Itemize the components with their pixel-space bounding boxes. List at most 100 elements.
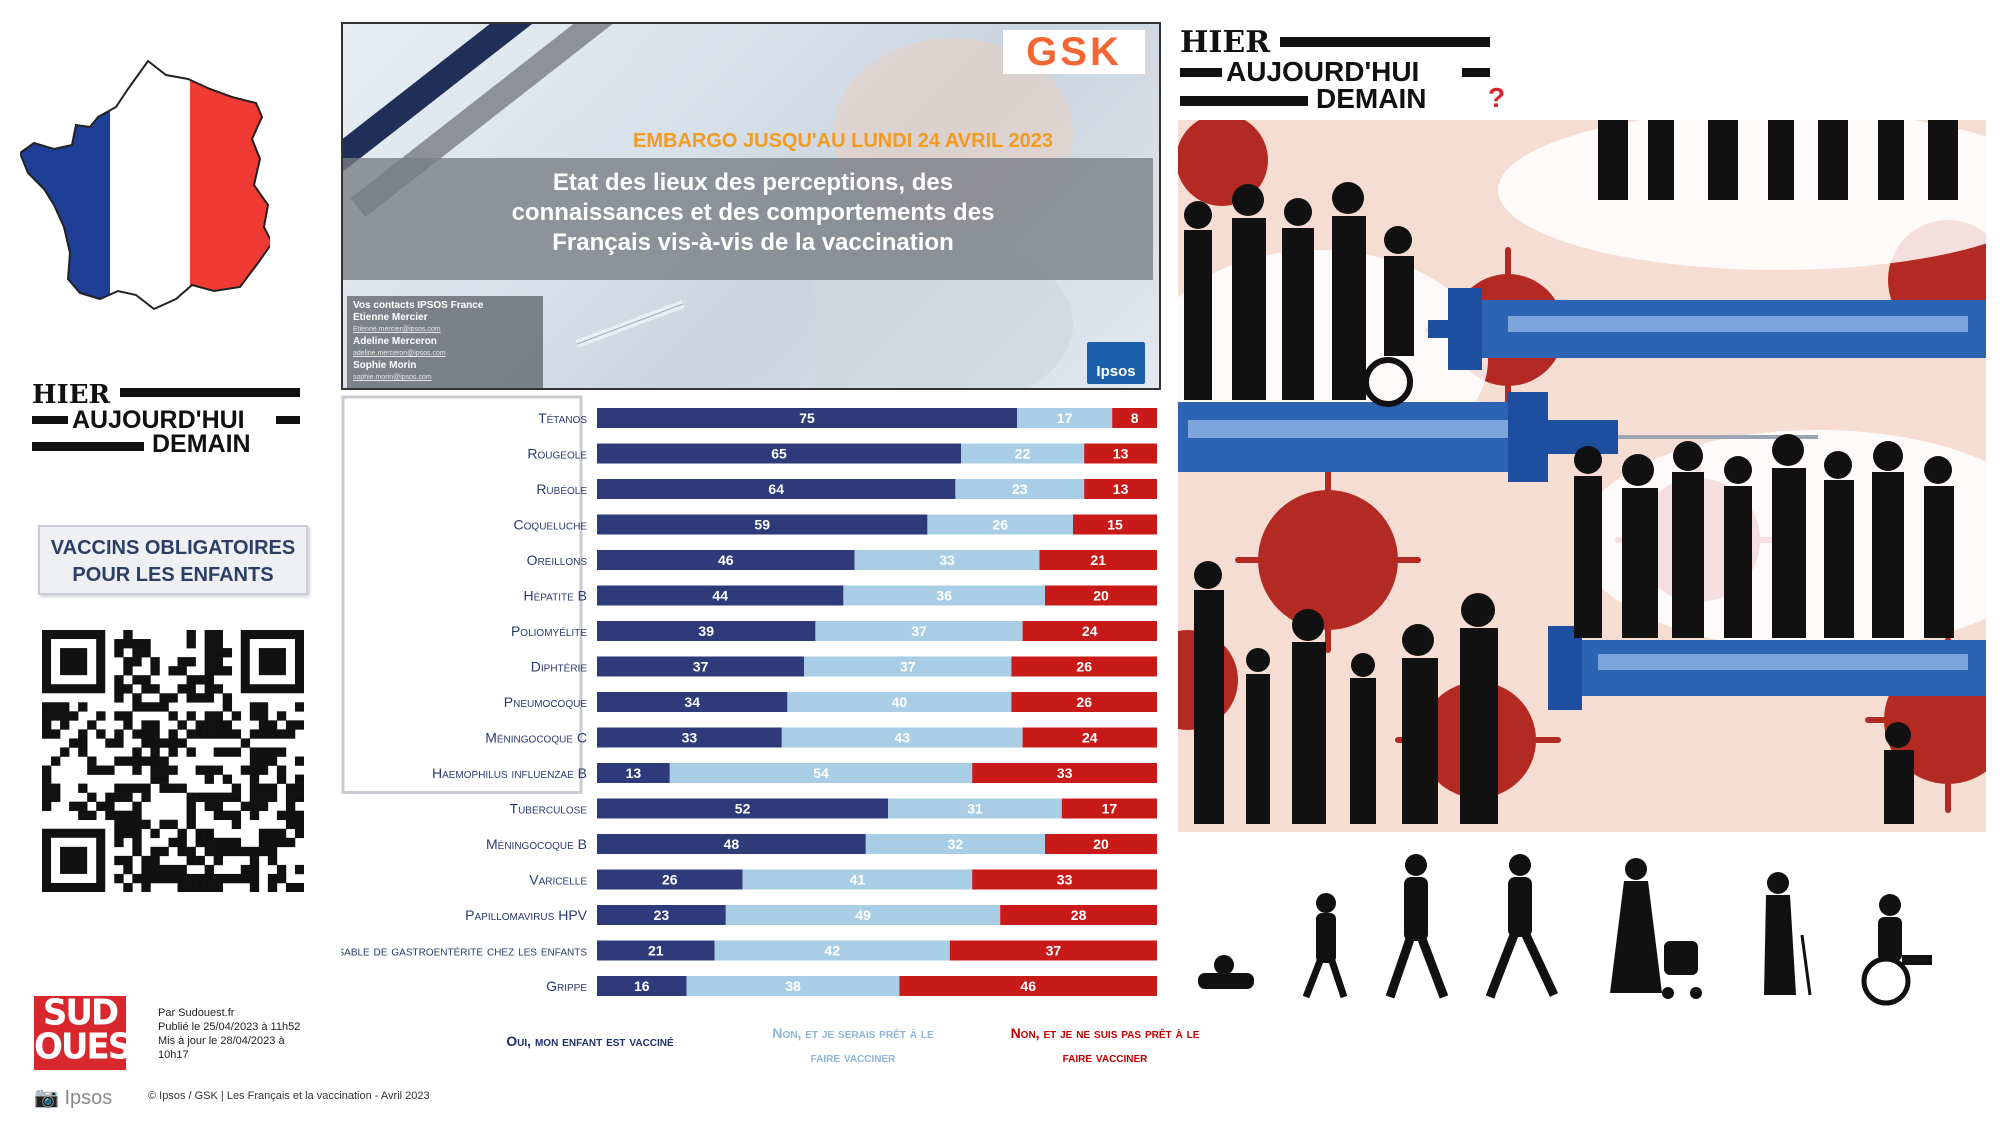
publication-info: Par Sudouest.fr Publié le 25/04/2023 à 1… bbox=[158, 1006, 328, 1062]
contact3-name: Sophie Morin bbox=[353, 360, 417, 371]
data-label: 26 bbox=[662, 872, 678, 888]
legend-no-line1: Non, et je ne suis pas prêt à le bbox=[1010, 1025, 1200, 1041]
publication-update-time: 10h17 bbox=[158, 1049, 189, 1061]
logo-hier: HIER bbox=[32, 380, 111, 410]
category-label: Pneumocoque bbox=[504, 694, 588, 710]
sudouest-logo-line2: OUEST bbox=[34, 1026, 153, 1068]
cover-title-box: Etat des lieux des perceptions, des conn… bbox=[343, 158, 1153, 280]
category-label: Coqueluche bbox=[514, 517, 588, 533]
contact1-email: Etienne.mercier@ipsos.com bbox=[353, 326, 441, 333]
category-label: Papillomavirus HPV bbox=[465, 907, 588, 923]
logo-demain: DEMAIN bbox=[152, 430, 251, 458]
bar-segment-not-ready bbox=[1022, 727, 1157, 748]
contacts-box: Vos contacts IPSOS France Etienne Mercie… bbox=[347, 296, 543, 388]
data-label: 48 bbox=[724, 836, 740, 852]
bar-segment-not-ready bbox=[1022, 621, 1157, 641]
data-label: 64 bbox=[768, 481, 784, 497]
data-label: 33 bbox=[939, 552, 955, 568]
hier-aujourdhui-demain-logo-left: HIER AUJOURD'HUI DEMAIN bbox=[32, 380, 300, 458]
bar-segment-vaccinated bbox=[597, 656, 805, 677]
data-label: 37 bbox=[911, 623, 927, 639]
category-label: Varicelle bbox=[529, 872, 587, 888]
data-label: 36 bbox=[936, 588, 952, 604]
photo-credit: 📷 Ipsos bbox=[34, 1085, 112, 1110]
copyright-text: © Ipsos / GSK | Les Français et la vacci… bbox=[148, 1090, 430, 1102]
data-label: 46 bbox=[718, 552, 734, 568]
data-label: 43 bbox=[894, 730, 910, 746]
bar-segment-vaccinated bbox=[597, 976, 687, 996]
syringe-icon bbox=[1548, 626, 1986, 710]
data-label: 21 bbox=[648, 943, 664, 959]
bar-segment-ready bbox=[804, 656, 1012, 677]
mandatory-vaccines-bracket bbox=[341, 395, 583, 794]
bar-segment-vaccinated bbox=[597, 905, 726, 925]
publication-author: Par Sudouest.fr bbox=[158, 1007, 235, 1019]
data-label: 37 bbox=[1046, 943, 1062, 959]
logo-demain: DEMAIN bbox=[1316, 83, 1427, 114]
data-label: 33 bbox=[1057, 872, 1073, 888]
life-stages-illustration bbox=[1198, 854, 1932, 1006]
data-label: 20 bbox=[1093, 836, 1109, 852]
embargo-notice: EMBARGO JUSQU'AU LUNDI 24 AVRIL 2023 bbox=[633, 130, 1054, 152]
data-label: 24 bbox=[1082, 730, 1098, 746]
data-label: 59 bbox=[754, 517, 770, 533]
data-label: 16 bbox=[634, 978, 650, 994]
data-label: 33 bbox=[1057, 765, 1073, 781]
bar-segment-ready bbox=[815, 621, 1023, 641]
cover-title-line3: Français vis-à-vis de la vaccination bbox=[552, 229, 954, 256]
sudouest-logo: SUD OUEST bbox=[34, 992, 153, 1070]
category-label: Poliomyélite bbox=[511, 623, 587, 639]
mandatory-vaccines-badge: VACCINS OBLIGATOIRES POUR LES ENFANTS bbox=[38, 525, 308, 595]
data-label: 44 bbox=[712, 588, 728, 604]
badge-line2: POUR LES ENFANTS bbox=[72, 564, 274, 586]
category-label: Rougeole bbox=[527, 446, 587, 462]
bar-segment-ready bbox=[714, 940, 950, 961]
data-label: 54 bbox=[813, 765, 829, 781]
logo-hier: HIER bbox=[1180, 25, 1271, 60]
bar-segment-not-ready bbox=[1039, 550, 1157, 570]
survey-cover-slide: GSK EMBARGO JUSQU'AU LUNDI 24 AVRIL 2023… bbox=[341, 22, 1161, 390]
data-label: 13 bbox=[1113, 446, 1129, 462]
ipsos-logo: Ipsos bbox=[1087, 342, 1145, 384]
bar-segment-not-ready bbox=[1073, 514, 1157, 535]
data-label: 15 bbox=[1107, 517, 1123, 533]
legend-yes: Oui, mon enfant est vacciné bbox=[506, 1033, 674, 1049]
logo-aujourdhui: AUJOURD'HUI bbox=[72, 406, 245, 434]
life-stages-silhouettes-icon bbox=[1198, 854, 1932, 1006]
bar-segment-ready bbox=[742, 869, 973, 890]
data-label: 24 bbox=[1082, 623, 1098, 639]
contact2-email: adeline.merceron@ipsos.com bbox=[353, 350, 446, 357]
data-label: 21 bbox=[1090, 552, 1106, 568]
bar-segment-not-ready bbox=[1045, 834, 1157, 854]
data-label: 38 bbox=[785, 978, 801, 994]
bar-segment-vaccinated bbox=[597, 514, 928, 535]
bar-segment-not-ready bbox=[1011, 692, 1157, 712]
badge-line1: VACCINS OBLIGATOIRES bbox=[50, 537, 296, 559]
category-label: Hépatite B bbox=[523, 588, 587, 604]
bar-segment-ready bbox=[725, 905, 1001, 925]
bar-segment-ready bbox=[955, 479, 1085, 499]
bar-segment-not-ready bbox=[1011, 656, 1157, 677]
vaccination-illustration bbox=[1178, 120, 1986, 832]
data-label: 65 bbox=[771, 446, 787, 462]
bar-segment-vaccinated bbox=[597, 869, 743, 890]
syringe-icon bbox=[1428, 288, 1986, 370]
data-label: 37 bbox=[900, 659, 916, 675]
bar-segment-not-ready bbox=[899, 976, 1157, 996]
bar-segment-ready bbox=[865, 834, 1045, 854]
category-label: Grippe bbox=[546, 978, 587, 994]
category-label: Tétanos bbox=[538, 410, 587, 426]
sudouest-logo-line1: SUD bbox=[42, 992, 119, 1034]
category-label: Diphtérie bbox=[531, 659, 588, 675]
bar-segment-ready bbox=[927, 514, 1073, 535]
publication-date: Publié le 25/04/2023 à 11h52 bbox=[158, 1021, 301, 1033]
bar-segment-vaccinated bbox=[597, 550, 855, 570]
category-label: Rubéole bbox=[536, 481, 587, 497]
cover-title: Etat des lieux des perceptions, des conn… bbox=[403, 168, 1103, 258]
data-label: 26 bbox=[992, 517, 1008, 533]
bar-segment-vaccinated bbox=[597, 408, 1017, 428]
data-label: 23 bbox=[654, 907, 670, 923]
data-label: 20 bbox=[1093, 588, 1109, 604]
data-label: 32 bbox=[948, 836, 964, 852]
cover-title-line1: Etat des lieux des perceptions, des bbox=[552, 169, 954, 196]
